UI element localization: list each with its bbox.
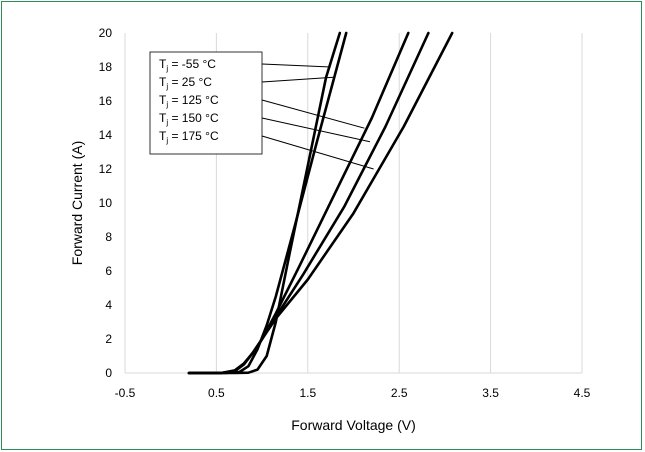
legend-label: Tj = -55 °C [159, 57, 216, 73]
x-tick-label: 3.5 [482, 386, 499, 400]
series-lines [187, 31, 454, 375]
x-tick-label: 1.5 [299, 386, 316, 400]
legend-leader-line-0 [261, 63, 331, 68]
y-tick-labels: 0 2 4 6 8 10 12 14 16 18 20 [99, 26, 113, 380]
y-tick-label: 12 [99, 162, 113, 176]
y-tick-label: 8 [105, 230, 112, 244]
x-tick-labels: -0.5 0.5 1.5 2.5 3.5 4.5 [115, 386, 591, 400]
y-axis-title: Forward Current (A) [69, 141, 85, 265]
legend-leader-line-2 [261, 99, 365, 129]
y-tick-label: 2 [105, 332, 112, 346]
y-tick-label: 14 [99, 128, 113, 142]
series-line-0 [187, 31, 342, 375]
y-tick-label: 6 [105, 264, 112, 278]
x-tick-label: -0.5 [115, 386, 136, 400]
y-tick-label: 0 [105, 366, 112, 380]
legend-leader-line-4 [261, 135, 374, 170]
y-tick-label: 10 [99, 196, 113, 210]
legend-leader-line-3 [261, 117, 371, 143]
legend: Tj = -55 °C Tj = 25 °C Tj = 125 °C Tj = 150… [149, 51, 374, 170]
x-axis-title: Forward Voltage (V) [291, 417, 416, 433]
x-tick-label: 2.5 [391, 386, 408, 400]
x-tick-label: 4.5 [574, 386, 591, 400]
legend-label: Tj = 25 °C [159, 75, 212, 91]
legend-label: Tj = 125 °C [159, 93, 219, 109]
legend-leader-lines [261, 63, 374, 170]
x-tick-label: 0.5 [208, 386, 225, 400]
y-tick-label: 16 [99, 94, 113, 108]
y-tick-label: 20 [99, 26, 113, 40]
legend-box [149, 51, 263, 155]
legend-label: Tj = 150 °C [159, 111, 219, 127]
legend-leader-line-1 [261, 76, 334, 83]
y-tick-label: 4 [105, 298, 112, 312]
legend-label: Tj = 175 °C [159, 129, 219, 145]
y-tick-label: 18 [99, 60, 113, 74]
series-line-4 [187, 31, 454, 375]
